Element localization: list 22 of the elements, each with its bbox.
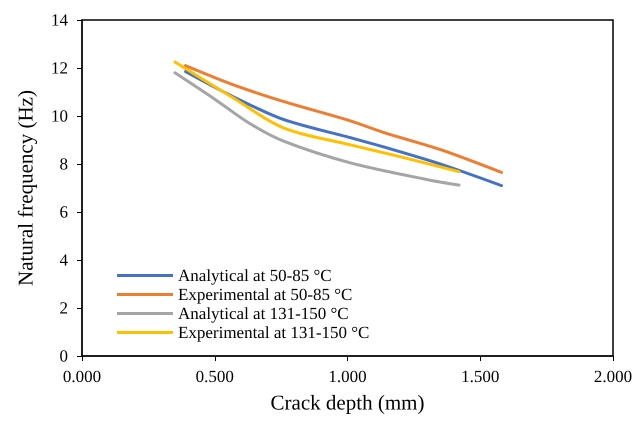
x-tick-label: 1.500 bbox=[461, 367, 500, 386]
legend-label: Experimental at 50-85 °C bbox=[178, 285, 352, 304]
line-series bbox=[173, 71, 461, 187]
y-tick-label: 10 bbox=[51, 106, 68, 126]
y-axis-title: Natural frequency (Hz) bbox=[14, 90, 38, 286]
y-tick-label: 6 bbox=[60, 202, 68, 222]
x-axis-title: Crack depth (mm) bbox=[270, 390, 424, 414]
y-tick-label: 0 bbox=[60, 346, 68, 366]
line-series bbox=[184, 64, 503, 174]
y-tick-label: 4 bbox=[60, 250, 68, 270]
y-tick-label: 14 bbox=[51, 10, 68, 30]
y-tick-label: 2 bbox=[60, 298, 68, 318]
line-series bbox=[173, 60, 461, 174]
legend-label: Experimental at 131-150 °C bbox=[178, 323, 370, 342]
legend-label: Analytical at 131-150 °C bbox=[178, 304, 349, 323]
x-tick-label: 0.500 bbox=[196, 367, 234, 386]
y-tick-label: 8 bbox=[60, 154, 68, 174]
x-tick-label: 1.000 bbox=[328, 367, 367, 386]
x-tick-label: 0.000 bbox=[62, 367, 102, 386]
x-tick-label: 2.000 bbox=[594, 367, 632, 386]
y-tick-label: 12 bbox=[51, 58, 68, 78]
legend-label: Analytical at 50-85 °C bbox=[178, 266, 332, 285]
